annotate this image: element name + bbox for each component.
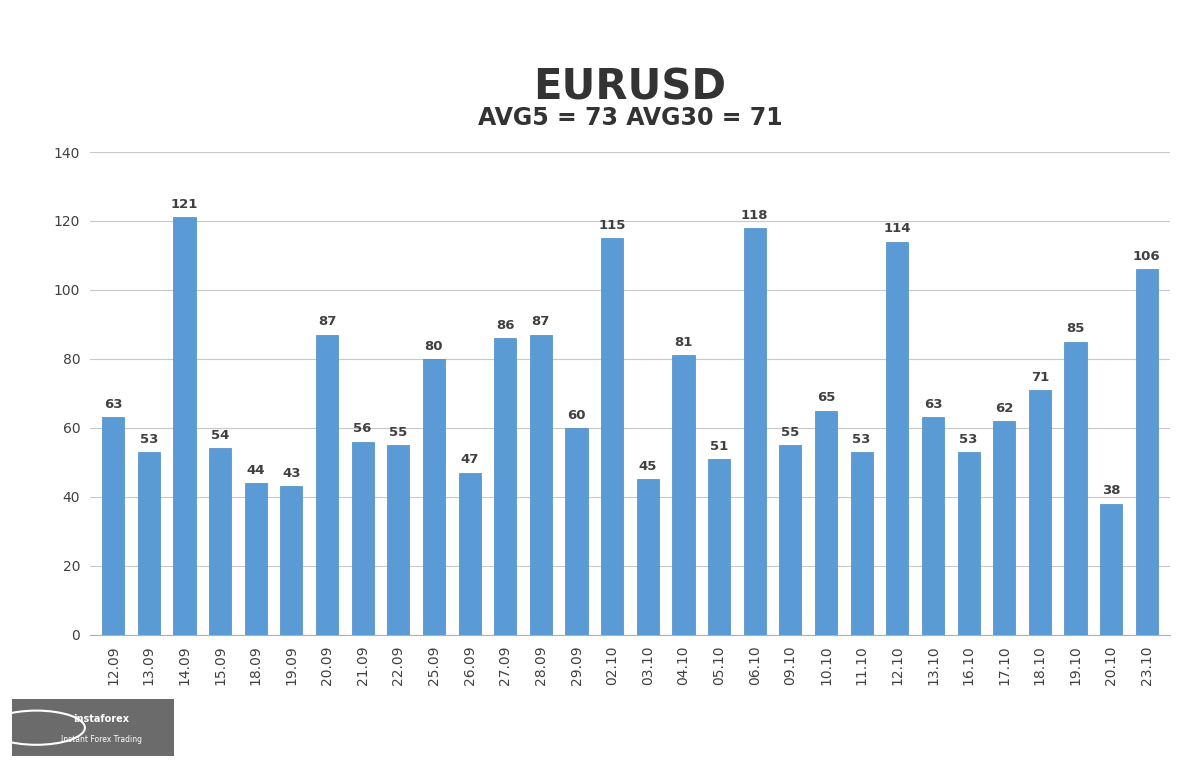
Text: 60: 60: [568, 409, 586, 422]
Text: 62: 62: [995, 402, 1014, 415]
Text: 106: 106: [1133, 250, 1160, 263]
Text: 114: 114: [883, 223, 911, 236]
Text: 85: 85: [1067, 322, 1085, 335]
Text: 115: 115: [599, 219, 626, 232]
Text: 55: 55: [781, 426, 799, 439]
Bar: [1135, 269, 1158, 635]
Bar: [815, 410, 838, 635]
Bar: [887, 242, 908, 635]
Text: 87: 87: [318, 315, 336, 328]
Bar: [994, 421, 1015, 635]
Bar: [209, 448, 232, 635]
Text: 63: 63: [104, 398, 122, 411]
Text: 53: 53: [960, 432, 978, 445]
Bar: [958, 452, 979, 635]
Bar: [672, 356, 695, 635]
Text: AVG5 = 73 AVG30 = 71: AVG5 = 73 AVG30 = 71: [478, 106, 782, 130]
Text: 44: 44: [246, 464, 265, 477]
Text: 51: 51: [710, 439, 728, 453]
Text: 45: 45: [638, 461, 658, 473]
Bar: [637, 480, 659, 635]
Text: 43: 43: [282, 467, 301, 480]
Text: 47: 47: [461, 454, 479, 467]
Bar: [458, 473, 481, 635]
Bar: [388, 445, 409, 635]
Text: 56: 56: [354, 423, 372, 435]
Text: 81: 81: [674, 336, 692, 349]
Bar: [1028, 390, 1051, 635]
Bar: [851, 452, 872, 635]
Text: 54: 54: [211, 429, 229, 442]
Bar: [352, 442, 373, 635]
Text: 118: 118: [742, 209, 768, 222]
Title: EURUSD: EURUSD: [534, 66, 726, 108]
Bar: [281, 486, 302, 635]
Bar: [1100, 504, 1122, 635]
Bar: [779, 445, 802, 635]
Bar: [1064, 341, 1086, 635]
Bar: [316, 334, 338, 635]
Bar: [530, 334, 552, 635]
Bar: [138, 452, 160, 635]
Bar: [422, 359, 445, 635]
Bar: [174, 217, 196, 635]
Bar: [245, 483, 266, 635]
Text: 80: 80: [425, 340, 443, 353]
Bar: [708, 459, 730, 635]
Text: 63: 63: [924, 398, 942, 411]
Bar: [601, 238, 623, 635]
Bar: [565, 428, 588, 635]
Text: 121: 121: [170, 198, 198, 211]
Text: 55: 55: [389, 426, 408, 439]
Text: 71: 71: [1031, 371, 1049, 384]
Text: 65: 65: [817, 391, 835, 404]
Text: instaforex: instaforex: [73, 714, 130, 724]
Bar: [922, 417, 944, 635]
Bar: [744, 228, 766, 635]
Text: 87: 87: [532, 315, 550, 328]
Text: Instant Forex Trading: Instant Forex Trading: [61, 735, 142, 743]
Text: 38: 38: [1102, 484, 1121, 497]
Bar: [494, 338, 516, 635]
Text: 53: 53: [139, 432, 158, 445]
Bar: [102, 417, 125, 635]
Text: 53: 53: [852, 432, 871, 445]
Text: 86: 86: [496, 319, 515, 332]
